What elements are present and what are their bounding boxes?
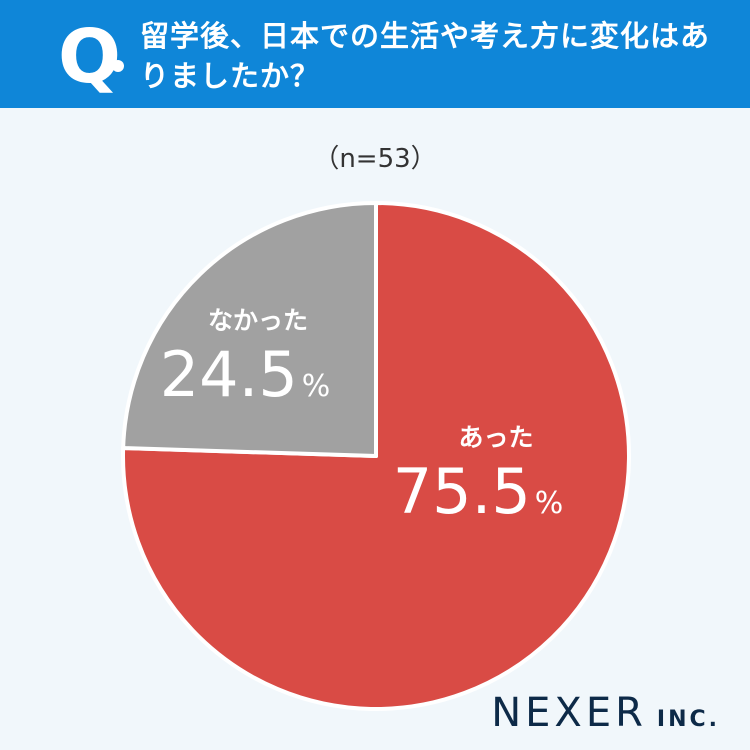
sample-size: （n=53） bbox=[313, 144, 437, 174]
nexer-logo: NEXER INC. bbox=[491, 690, 720, 736]
question-header: Q 留学後、日本での生活や考え方に変化はありましたか？ bbox=[0, 0, 750, 108]
slice-label-1: なかった bbox=[208, 306, 308, 335]
slice-value-1: 24.5% bbox=[160, 338, 331, 411]
question-text: 留学後、日本での生活や考え方に変化はありましたか？ bbox=[140, 19, 711, 93]
q-mark: Q bbox=[58, 14, 121, 100]
q-dot bbox=[112, 60, 124, 72]
slice-value-0: 75.5% bbox=[393, 455, 564, 528]
pie-slice-1 bbox=[121, 201, 378, 458]
slice-label-0: あった bbox=[458, 423, 533, 452]
logo-text: NEXER bbox=[491, 690, 647, 736]
logo-suffix: INC. bbox=[656, 707, 720, 732]
